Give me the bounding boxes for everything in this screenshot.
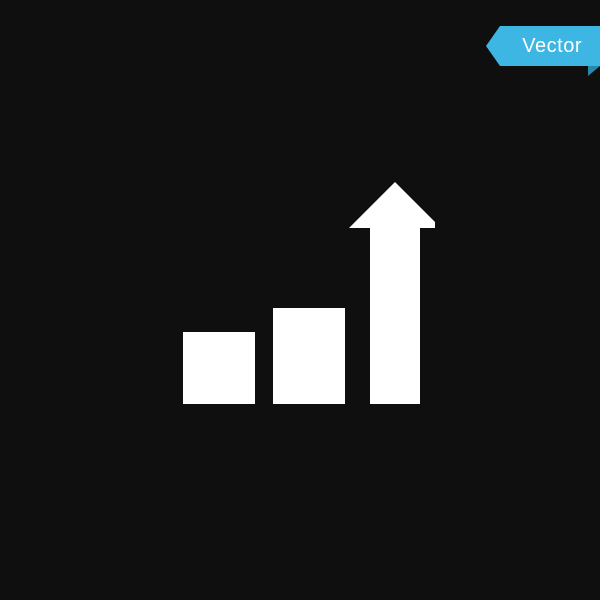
bar-1	[183, 332, 255, 404]
ribbon-label: Vector	[522, 35, 582, 58]
canvas: Vector	[0, 0, 600, 600]
arrow-up-icon	[349, 182, 435, 404]
growth-chart-icon	[165, 170, 435, 430]
vector-ribbon: Vector	[500, 26, 600, 66]
bar-2	[273, 308, 345, 404]
ribbon-fold	[588, 66, 600, 76]
ribbon-notch	[486, 26, 500, 66]
